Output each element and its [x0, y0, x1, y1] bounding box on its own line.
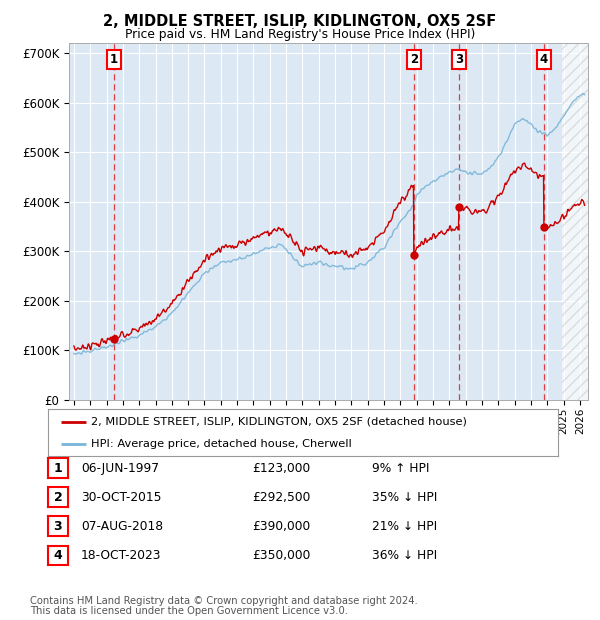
Text: 18-OCT-2023: 18-OCT-2023: [81, 549, 161, 562]
Text: 21% ↓ HPI: 21% ↓ HPI: [372, 520, 437, 533]
Text: 2: 2: [410, 53, 418, 66]
Text: 2: 2: [53, 491, 62, 503]
Text: Price paid vs. HM Land Registry's House Price Index (HPI): Price paid vs. HM Land Registry's House …: [125, 28, 475, 41]
Text: 2, MIDDLE STREET, ISLIP, KIDLINGTON, OX5 2SF (detached house): 2, MIDDLE STREET, ISLIP, KIDLINGTON, OX5…: [91, 417, 467, 427]
Text: 36% ↓ HPI: 36% ↓ HPI: [372, 549, 437, 562]
Text: 1: 1: [53, 462, 62, 474]
Text: Contains HM Land Registry data © Crown copyright and database right 2024.: Contains HM Land Registry data © Crown c…: [30, 596, 418, 606]
Text: 4: 4: [539, 53, 548, 66]
Text: This data is licensed under the Open Government Licence v3.0.: This data is licensed under the Open Gov…: [30, 606, 348, 616]
Text: 35% ↓ HPI: 35% ↓ HPI: [372, 491, 437, 503]
Text: 1: 1: [109, 53, 118, 66]
Text: £350,000: £350,000: [252, 549, 310, 562]
Text: £123,000: £123,000: [252, 462, 310, 474]
Text: 30-OCT-2015: 30-OCT-2015: [81, 491, 161, 503]
Text: £390,000: £390,000: [252, 520, 310, 533]
Text: 07-AUG-2018: 07-AUG-2018: [81, 520, 163, 533]
Text: £292,500: £292,500: [252, 491, 310, 503]
Text: 2, MIDDLE STREET, ISLIP, KIDLINGTON, OX5 2SF: 2, MIDDLE STREET, ISLIP, KIDLINGTON, OX5…: [103, 14, 497, 29]
Text: 9% ↑ HPI: 9% ↑ HPI: [372, 462, 430, 474]
Text: 3: 3: [455, 53, 463, 66]
Text: 06-JUN-1997: 06-JUN-1997: [81, 462, 159, 474]
Text: 3: 3: [53, 520, 62, 533]
Text: 4: 4: [53, 549, 62, 562]
Text: HPI: Average price, detached house, Cherwell: HPI: Average price, detached house, Cher…: [91, 439, 352, 449]
